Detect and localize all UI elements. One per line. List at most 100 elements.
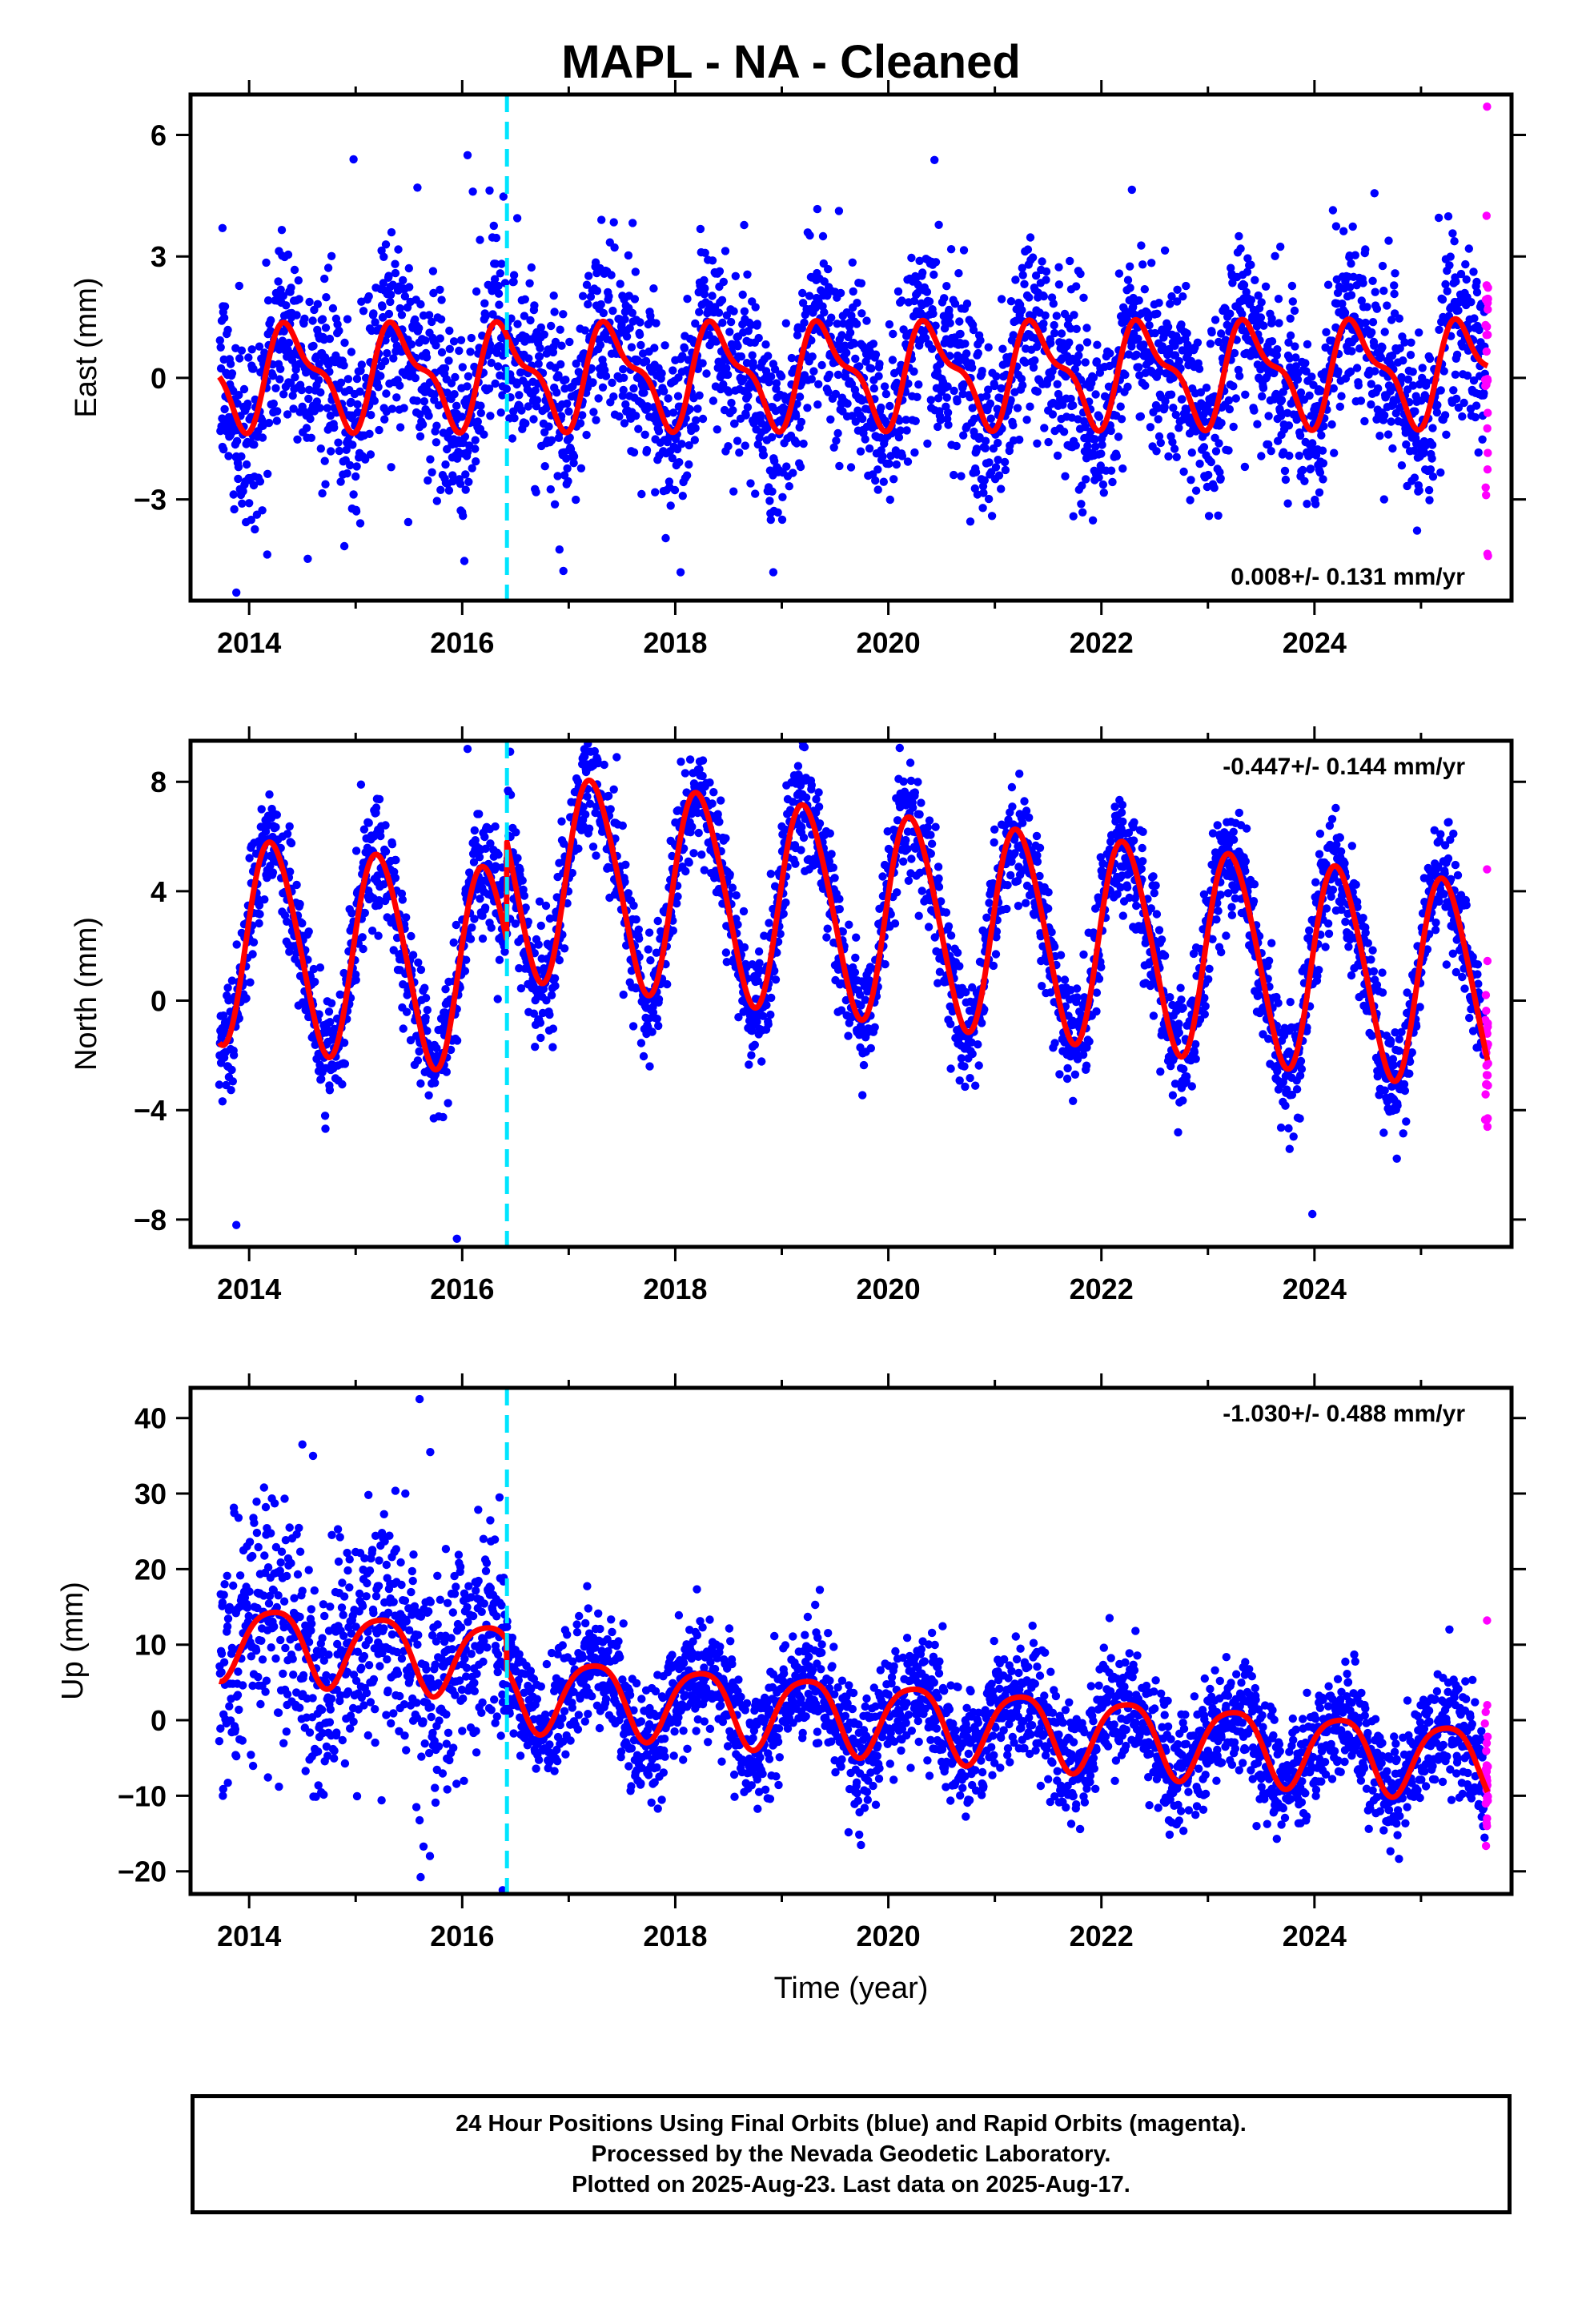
final-orbit-point — [400, 292, 410, 301]
final-orbit-point — [1432, 408, 1442, 417]
final-orbit-point — [976, 336, 985, 345]
final-orbit-point — [491, 259, 500, 268]
final-orbit-point — [1311, 500, 1320, 509]
final-orbit-point — [315, 360, 323, 368]
final-orbit-point — [1018, 271, 1027, 279]
final-orbit-point — [962, 300, 972, 308]
final-orbit-point — [695, 308, 704, 316]
final-orbit-point — [1178, 292, 1187, 301]
final-orbit-point — [971, 468, 981, 476]
final-orbit-point — [913, 392, 921, 401]
final-orbit-point — [413, 1056, 423, 1065]
final-orbit-point — [782, 462, 791, 471]
final-orbit-point — [1211, 447, 1221, 456]
final-orbit-point — [894, 432, 904, 442]
final-orbit-point — [950, 470, 958, 480]
final-orbit-point — [1425, 496, 1434, 505]
final-orbit-point — [1018, 263, 1027, 272]
final-orbit-point — [1360, 416, 1369, 426]
final-orbit-point — [444, 486, 454, 495]
final-orbit-point — [444, 356, 453, 365]
final-orbit-point — [1337, 392, 1346, 400]
final-orbit-point — [628, 308, 636, 317]
final-orbit-point — [290, 265, 299, 275]
final-orbit-point — [383, 348, 391, 358]
final-orbit-point — [1424, 485, 1434, 495]
final-orbit-point — [461, 485, 470, 494]
final-orbit-point — [631, 267, 640, 276]
final-orbit-point — [441, 460, 450, 469]
final-orbit-point — [792, 439, 801, 448]
final-orbit-point — [421, 1013, 430, 1023]
final-orbit-point — [835, 905, 845, 914]
sample-point — [463, 151, 472, 159]
final-orbit-point — [223, 983, 232, 992]
final-orbit-point — [1390, 289, 1399, 299]
final-orbit-point — [234, 463, 243, 472]
final-orbit-point — [308, 316, 317, 325]
final-orbit-point — [1094, 473, 1103, 482]
final-orbit-point — [343, 375, 353, 384]
final-orbit-point — [759, 451, 769, 460]
final-orbit-point — [272, 810, 281, 819]
final-orbit-point — [461, 470, 470, 479]
final-orbit-point — [436, 285, 444, 294]
final-orbit-point — [428, 267, 438, 275]
final-orbit-point — [339, 361, 348, 370]
final-orbit-point — [1215, 439, 1223, 448]
final-orbit-point — [472, 457, 480, 466]
final-orbit-point — [980, 476, 990, 485]
final-orbit-point — [892, 460, 901, 469]
final-orbit-point — [1126, 262, 1134, 271]
final-orbit-point — [1112, 452, 1122, 460]
final-orbit-point — [1257, 452, 1266, 460]
final-orbit-point — [766, 1010, 775, 1019]
final-orbit-point — [563, 464, 572, 473]
final-orbit-point — [630, 295, 640, 304]
final-orbit-point — [691, 424, 700, 432]
final-orbit-point — [1050, 328, 1059, 338]
final-orbit-point — [423, 1006, 432, 1015]
final-orbit-point — [249, 938, 259, 947]
final-orbit-point — [728, 883, 737, 892]
final-orbit-point — [411, 373, 420, 383]
final-orbit-point — [1075, 344, 1084, 352]
final-orbit-point — [1240, 462, 1250, 472]
final-orbit-point — [901, 416, 910, 424]
final-orbit-point — [1359, 279, 1367, 287]
final-orbit-point — [1259, 321, 1268, 330]
final-orbit-point — [233, 399, 242, 408]
final-orbit-point — [778, 493, 787, 501]
final-orbit-point — [719, 380, 728, 389]
final-orbit-point — [719, 277, 728, 287]
final-orbit-point — [561, 376, 570, 384]
final-orbit-point — [1367, 400, 1375, 409]
final-orbit-point — [460, 557, 469, 565]
final-orbit-point — [739, 375, 748, 384]
final-orbit-point — [414, 958, 423, 967]
final-orbit-point — [1339, 227, 1348, 235]
final-orbit-point — [677, 440, 686, 448]
final-orbit-point — [396, 304, 404, 313]
final-orbit-point — [273, 407, 282, 416]
final-orbit-point — [767, 432, 777, 442]
final-orbit-point — [1053, 451, 1062, 460]
final-orbit-point — [943, 382, 952, 391]
final-orbit-point — [303, 554, 312, 563]
final-orbit-point — [297, 385, 306, 395]
final-orbit-point — [645, 1062, 654, 1071]
final-orbit-point — [1059, 428, 1069, 436]
final-orbit-point — [548, 1024, 558, 1033]
final-orbit-point — [391, 268, 400, 278]
final-orbit-point — [392, 393, 401, 402]
final-orbit-point — [1410, 473, 1419, 482]
final-orbit-point — [661, 533, 670, 543]
final-orbit-point — [499, 192, 508, 201]
final-orbit-point — [268, 868, 278, 877]
final-orbit-point — [1399, 356, 1407, 365]
final-orbit-point — [422, 353, 432, 362]
final-orbit-point — [1303, 340, 1312, 349]
final-orbit-point — [346, 460, 355, 470]
final-orbit-point — [639, 1051, 648, 1061]
final-orbit-point — [396, 423, 405, 432]
